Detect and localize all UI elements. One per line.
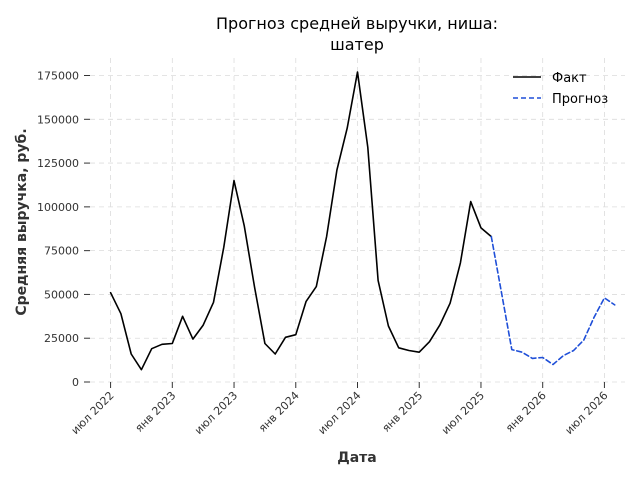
x-tick-label: июл 2023 — [192, 389, 240, 437]
y-tick-label: 150000 — [37, 113, 79, 126]
legend: Факт Прогноз — [513, 71, 608, 107]
legend-label-forecast: Прогноз — [552, 92, 608, 107]
y-tick-label: 125000 — [37, 157, 79, 170]
x-tick-label: янв 2024 — [256, 389, 302, 435]
series-line-fact — [109, 71, 493, 371]
x-tick-label: июл 2025 — [439, 389, 487, 437]
grid-lines — [90, 58, 625, 383]
y-tick-label: 175000 — [37, 70, 79, 83]
x-tick-label: июл 2024 — [316, 389, 364, 437]
x-tick-label: янв 2026 — [503, 389, 549, 435]
x-tick-label: янв 2023 — [133, 389, 179, 435]
series-line-forecast — [490, 235, 616, 366]
y-tick-label: 25000 — [44, 332, 79, 345]
chart-title-line-1: Прогноз средней выручки, ниша: — [216, 14, 498, 33]
y-tick-label: 75000 — [44, 245, 79, 258]
series-lines — [109, 71, 616, 371]
x-axis-label: Дата — [337, 450, 376, 466]
y-tick-label: 50000 — [44, 288, 79, 301]
y-tick-label: 0 — [72, 376, 79, 389]
legend-label-fact: Факт — [552, 71, 587, 86]
y-axis-label: Средняя выручка, руб. — [14, 128, 30, 315]
chart-title-line-2: шатер — [330, 35, 384, 54]
x-tick-label: июл 2026 — [563, 389, 611, 437]
x-tick-label: июл 2022 — [69, 389, 117, 437]
y-tick-label: 100000 — [37, 201, 79, 214]
x-tick-label: янв 2025 — [380, 389, 426, 435]
